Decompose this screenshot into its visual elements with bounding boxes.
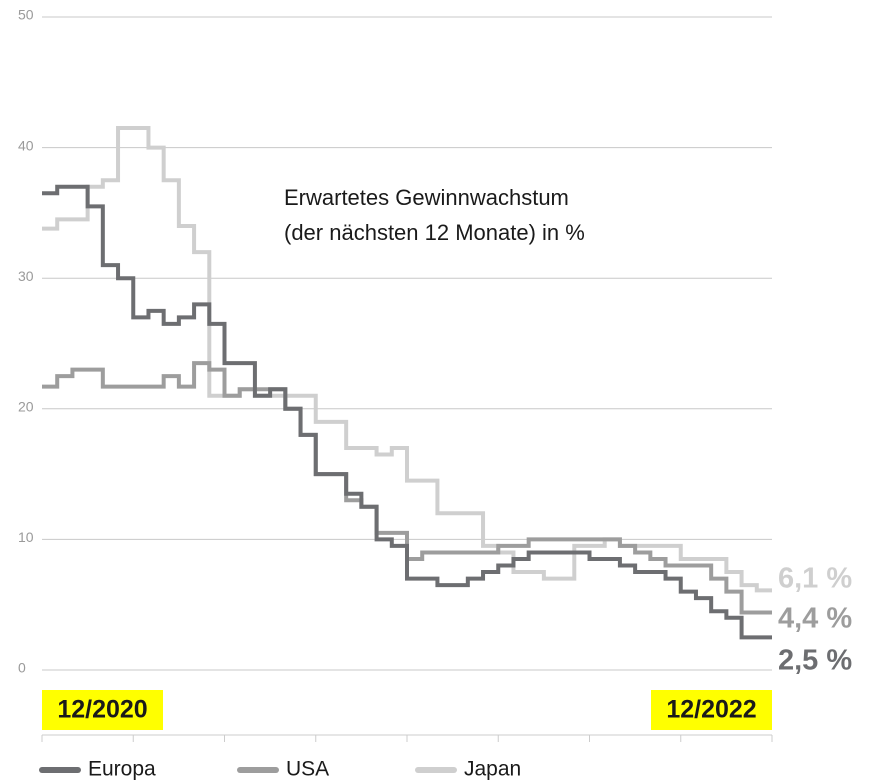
series-line (42, 126, 772, 593)
y-tick-label: 10 (18, 529, 34, 545)
x-tick-label: 12/2020 (57, 696, 147, 724)
y-tick-label: 0 (18, 660, 26, 676)
y-tick-label: 30 (18, 268, 34, 284)
legend-label: Europa (88, 758, 156, 781)
y-tick-label: 20 (18, 399, 34, 415)
x-tick-label: 12/2022 (666, 696, 756, 724)
y-tick-label: 50 (18, 7, 34, 23)
end-label: 6,1 % (778, 563, 852, 595)
x-label-group: 12/2022 (651, 690, 772, 730)
x-label-highlight (42, 690, 163, 730)
x-label-highlight (651, 690, 772, 730)
end-label: 4,4 % (778, 603, 852, 635)
legend-label: Japan (464, 758, 521, 781)
annotation: Erwartetes Gewinnwachstum (284, 185, 569, 210)
annotation: (der nächsten 12 Monate) in % (284, 220, 585, 245)
end-label: 2,5 % (778, 645, 852, 677)
series-line (42, 184, 772, 640)
y-tick-label: 40 (18, 137, 34, 153)
legend-label: USA (286, 758, 329, 781)
x-label-group: 12/2020 (42, 690, 163, 730)
